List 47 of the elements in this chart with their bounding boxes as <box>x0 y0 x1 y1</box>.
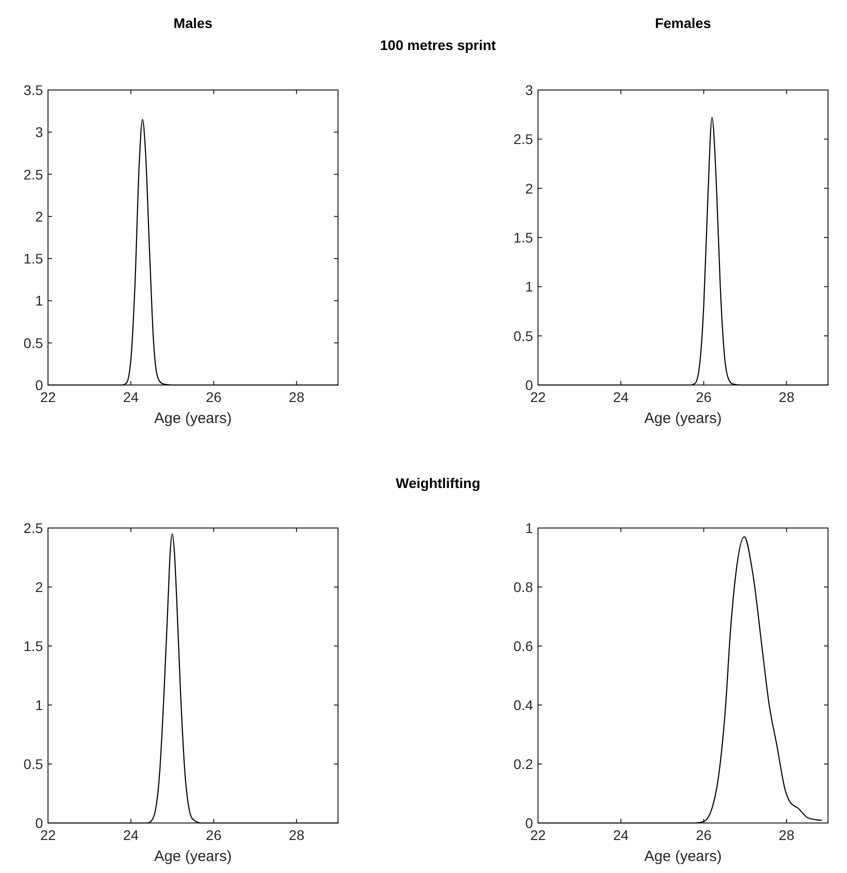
y-tick-label: 1.5 <box>514 230 534 246</box>
line-series <box>537 116 829 386</box>
x-tick-label: 26 <box>206 827 222 843</box>
y-tick-label: 3 <box>525 82 534 98</box>
y-tick-label: 1 <box>35 292 44 309</box>
line-series <box>537 536 822 824</box>
x-tick-label: 28 <box>288 827 305 843</box>
y-tick-label: 3.5 <box>24 82 44 98</box>
x-tick-label: 24 <box>613 389 629 405</box>
x-tick-label: 28 <box>778 827 795 843</box>
x-tick-label: 26 <box>206 389 222 405</box>
line-series <box>47 533 339 824</box>
x-tick-label: 24 <box>123 389 139 405</box>
chart-title: Males <box>174 15 213 31</box>
y-tick-label: 2 <box>525 180 534 196</box>
x-tick-label: 28 <box>288 389 305 405</box>
y-tick-label: 2.5 <box>514 131 534 148</box>
x-axis-title: Age (years) <box>644 410 722 427</box>
y-tick-label: 0.5 <box>24 756 44 772</box>
y-tick-label: 2 <box>35 579 44 595</box>
x-tick-label: 24 <box>123 827 139 843</box>
y-tick-label: 0.6 <box>514 638 534 654</box>
x-tick-label: 24 <box>613 827 629 843</box>
y-tick-label: 1 <box>525 520 534 536</box>
line-series <box>47 118 339 386</box>
x-axis-title: Age (years) <box>644 848 722 865</box>
text: Weightlifting <box>396 475 480 491</box>
x-axis-title: Age (years) <box>154 848 232 865</box>
y-tick-label: 2 <box>35 208 44 224</box>
y-tick-label: 1 <box>525 278 534 295</box>
text: 100 metres sprint <box>380 37 496 53</box>
y-tick-label: 0.4 <box>514 697 534 713</box>
y-tick-label: 1 <box>35 697 44 713</box>
y-tick-label: 0.5 <box>24 334 44 351</box>
y-tick-label: 1.5 <box>24 250 44 267</box>
y-tick-label: 3 <box>35 124 44 140</box>
y-tick-label: 2.5 <box>24 166 44 182</box>
x-tick-label: 28 <box>778 389 795 405</box>
y-tick-label: 0.8 <box>514 579 534 595</box>
y-tick-label: 2.5 <box>24 520 44 536</box>
y-tick-label: 1.5 <box>24 638 44 654</box>
chart-title: Females <box>654 15 712 31</box>
x-tick-label: 26 <box>696 389 712 405</box>
y-tick-label: 0.2 <box>514 756 534 772</box>
y-tick-label: 0.5 <box>514 328 534 344</box>
x-tick-label: 26 <box>696 827 712 843</box>
x-axis-title: Age (years) <box>154 410 232 427</box>
